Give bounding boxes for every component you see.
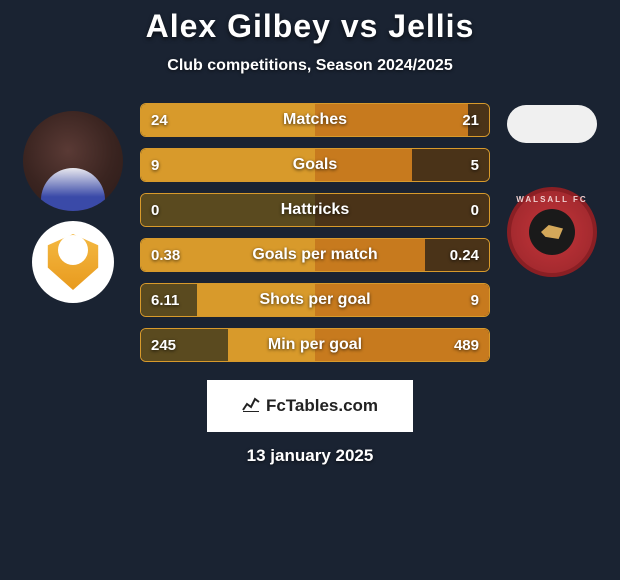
left-column <box>18 103 128 303</box>
stat-value-a: 24 <box>151 112 168 129</box>
right-column: WALSALL FC <box>502 103 602 277</box>
player-b-photo-placeholder <box>507 105 597 143</box>
stat-value-a: 0.38 <box>151 247 180 264</box>
page-title: Alex Gilbey vs Jellis <box>0 8 620 45</box>
stat-value-b: 5 <box>471 157 479 174</box>
stat-label: Hattricks <box>281 201 349 219</box>
title-player-a: Alex Gilbey <box>146 8 331 44</box>
title-player-b: Jellis <box>388 8 474 44</box>
walsall-ring-text: WALSALL FC <box>516 195 587 204</box>
stat-value-b: 9 <box>471 292 479 309</box>
footer-date: 13 january 2025 <box>0 446 620 466</box>
stat-bar: 24 21 Matches <box>140 103 490 137</box>
stat-bar: 9 5 Goals <box>140 148 490 182</box>
brand-text: FcTables.com <box>266 396 378 416</box>
brand-badge: FcTables.com <box>207 380 413 432</box>
player-a-photo <box>23 111 123 211</box>
walsall-logo: WALSALL FC <box>507 187 597 277</box>
comparison-card: Alex Gilbey vs Jellis Club competitions,… <box>0 0 620 580</box>
mk-dons-logo <box>32 221 114 303</box>
main-row: 24 21 Matches 9 5 Goals 0 0 Hattricks 0.38 0.24 Goa… <box>0 103 620 362</box>
subtitle: Club competitions, Season 2024/2025 <box>0 57 620 75</box>
chart-icon <box>242 395 260 418</box>
stat-label: Shots per goal <box>259 291 370 309</box>
stat-bar: 0.38 0.24 Goals per match <box>140 238 490 272</box>
stat-label: Min per goal <box>268 336 362 354</box>
stat-value-a: 6.11 <box>151 292 179 309</box>
stat-value-b: 489 <box>454 337 479 354</box>
stat-label: Matches <box>283 111 347 129</box>
stat-value-a: 245 <box>151 337 176 354</box>
stat-bar: 245 489 Min per goal <box>140 328 490 362</box>
stat-value-b: 0 <box>471 202 479 219</box>
stat-label: Goals per match <box>252 246 377 264</box>
stat-value-b: 21 <box>462 112 479 129</box>
stat-bars: 24 21 Matches 9 5 Goals 0 0 Hattricks 0.38 0.24 Goa… <box>140 103 490 362</box>
stat-label: Goals <box>293 156 337 174</box>
stat-value-a: 9 <box>151 157 159 174</box>
stat-value-a: 0 <box>151 202 159 219</box>
stat-bar: 6.11 9 Shots per goal <box>140 283 490 317</box>
stat-bar: 0 0 Hattricks <box>140 193 490 227</box>
stat-value-b: 0.24 <box>450 247 479 264</box>
title-vs: vs <box>341 8 379 44</box>
